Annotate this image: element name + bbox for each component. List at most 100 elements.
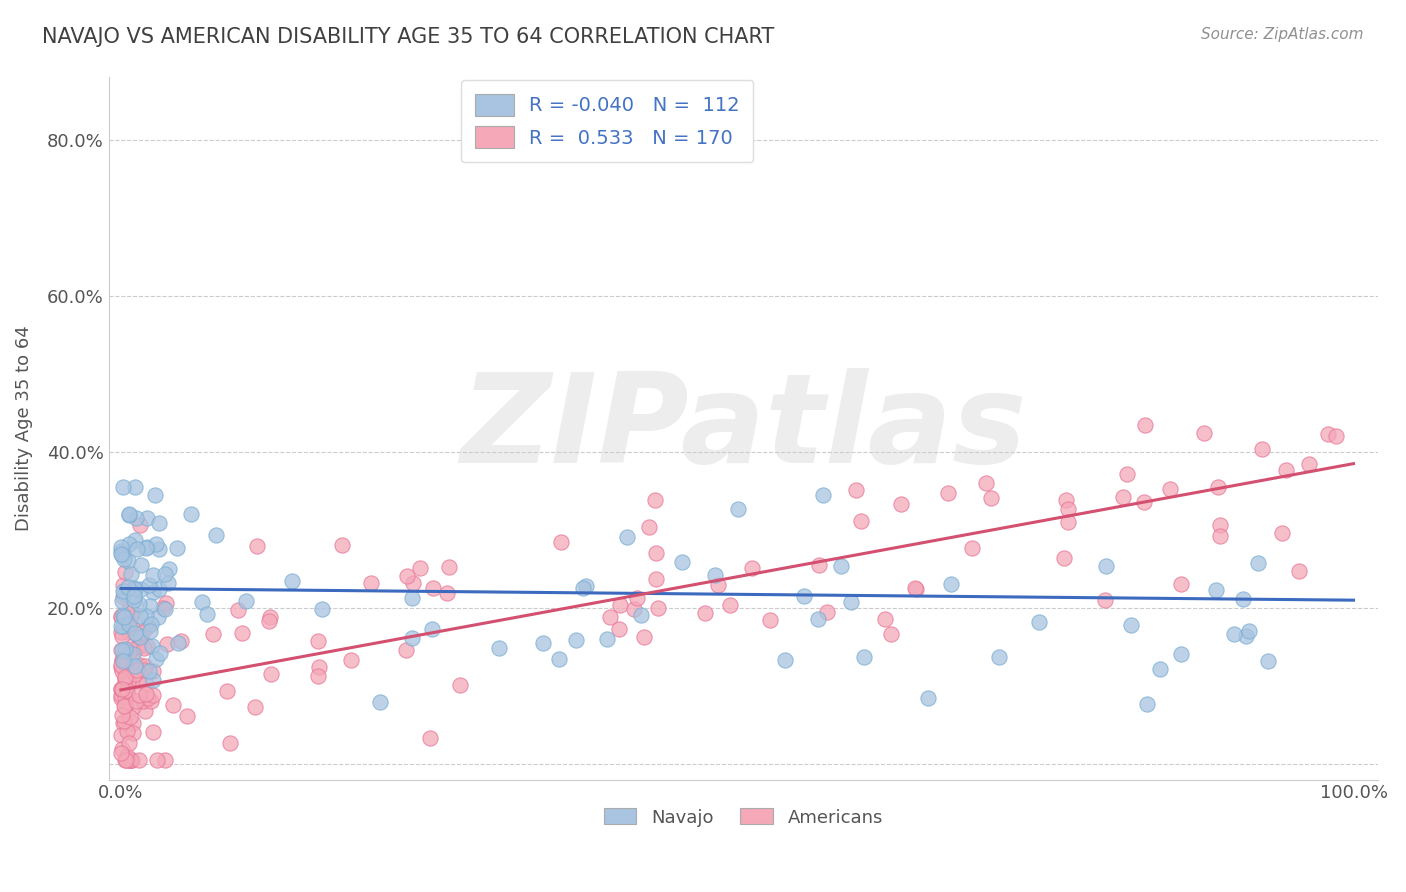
Text: NAVAJO VS AMERICAN DISABILITY AGE 35 TO 64 CORRELATION CHART: NAVAJO VS AMERICAN DISABILITY AGE 35 TO … bbox=[42, 27, 775, 46]
Point bbox=[112, 608, 135, 623]
Point bbox=[111, 593, 134, 607]
Point bbox=[110, 691, 132, 706]
Point bbox=[110, 728, 132, 742]
Point bbox=[124, 533, 146, 548]
Point bbox=[112, 716, 135, 731]
Point bbox=[703, 568, 725, 582]
Point bbox=[623, 602, 645, 616]
Point bbox=[127, 640, 149, 654]
Point bbox=[115, 605, 138, 619]
Point bbox=[110, 543, 132, 558]
Point bbox=[112, 587, 135, 601]
Point bbox=[120, 609, 142, 624]
Point bbox=[974, 475, 997, 490]
Point bbox=[112, 584, 135, 599]
Point bbox=[437, 559, 460, 574]
Point bbox=[125, 542, 148, 557]
Point bbox=[114, 642, 136, 657]
Point bbox=[135, 541, 157, 555]
Point bbox=[1251, 442, 1274, 456]
Point bbox=[146, 610, 169, 624]
Point bbox=[360, 575, 382, 590]
Point bbox=[111, 742, 134, 756]
Point bbox=[1119, 618, 1142, 632]
Point bbox=[135, 608, 157, 623]
Point bbox=[124, 582, 146, 597]
Point bbox=[1057, 515, 1080, 529]
Point bbox=[117, 580, 139, 594]
Point bbox=[118, 507, 141, 521]
Point bbox=[693, 606, 716, 620]
Point bbox=[904, 581, 927, 595]
Point bbox=[111, 654, 134, 668]
Point bbox=[422, 581, 444, 595]
Point bbox=[122, 589, 145, 603]
Point bbox=[409, 560, 432, 574]
Point bbox=[1132, 495, 1154, 509]
Point bbox=[111, 682, 134, 697]
Point bbox=[136, 690, 159, 705]
Point bbox=[117, 624, 139, 639]
Point bbox=[156, 576, 179, 591]
Point bbox=[1057, 502, 1080, 516]
Point bbox=[807, 612, 830, 626]
Legend: Navajo, Americans: Navajo, Americans bbox=[596, 801, 890, 834]
Point bbox=[1274, 463, 1296, 477]
Point bbox=[111, 618, 134, 632]
Point bbox=[110, 619, 132, 633]
Point bbox=[166, 636, 188, 650]
Point bbox=[1053, 551, 1076, 566]
Point bbox=[139, 616, 162, 631]
Point bbox=[841, 595, 863, 609]
Point bbox=[152, 600, 174, 615]
Point bbox=[1257, 654, 1279, 668]
Point bbox=[115, 683, 138, 698]
Point bbox=[110, 642, 132, 657]
Point bbox=[1170, 647, 1192, 661]
Point bbox=[395, 643, 418, 657]
Point bbox=[132, 624, 155, 639]
Point bbox=[191, 594, 214, 608]
Point bbox=[110, 682, 132, 697]
Point bbox=[1237, 624, 1260, 639]
Point bbox=[110, 540, 132, 554]
Point bbox=[118, 616, 141, 631]
Point bbox=[402, 575, 425, 590]
Point bbox=[110, 547, 132, 561]
Point bbox=[647, 601, 669, 615]
Point bbox=[112, 714, 135, 728]
Point bbox=[132, 641, 155, 656]
Point bbox=[138, 665, 160, 679]
Point bbox=[120, 566, 142, 581]
Point bbox=[880, 627, 903, 641]
Point bbox=[145, 536, 167, 550]
Point bbox=[571, 581, 593, 595]
Point bbox=[936, 486, 959, 500]
Point bbox=[1223, 627, 1246, 641]
Point bbox=[118, 753, 141, 767]
Point bbox=[136, 619, 159, 633]
Point bbox=[121, 753, 143, 767]
Point bbox=[550, 534, 572, 549]
Point bbox=[1234, 629, 1257, 643]
Point bbox=[110, 624, 132, 639]
Point bbox=[117, 554, 139, 568]
Point bbox=[257, 614, 280, 628]
Point bbox=[143, 488, 166, 502]
Point bbox=[153, 566, 176, 581]
Point bbox=[112, 480, 135, 494]
Point bbox=[741, 561, 763, 575]
Point bbox=[114, 644, 136, 658]
Point bbox=[773, 653, 796, 667]
Point bbox=[575, 580, 598, 594]
Point bbox=[155, 596, 177, 610]
Point bbox=[120, 641, 142, 656]
Point bbox=[1208, 480, 1230, 494]
Point bbox=[340, 652, 363, 666]
Point bbox=[1159, 482, 1181, 496]
Point bbox=[830, 558, 852, 573]
Point bbox=[139, 624, 162, 639]
Point bbox=[231, 626, 253, 640]
Point bbox=[845, 483, 868, 498]
Point bbox=[112, 654, 135, 668]
